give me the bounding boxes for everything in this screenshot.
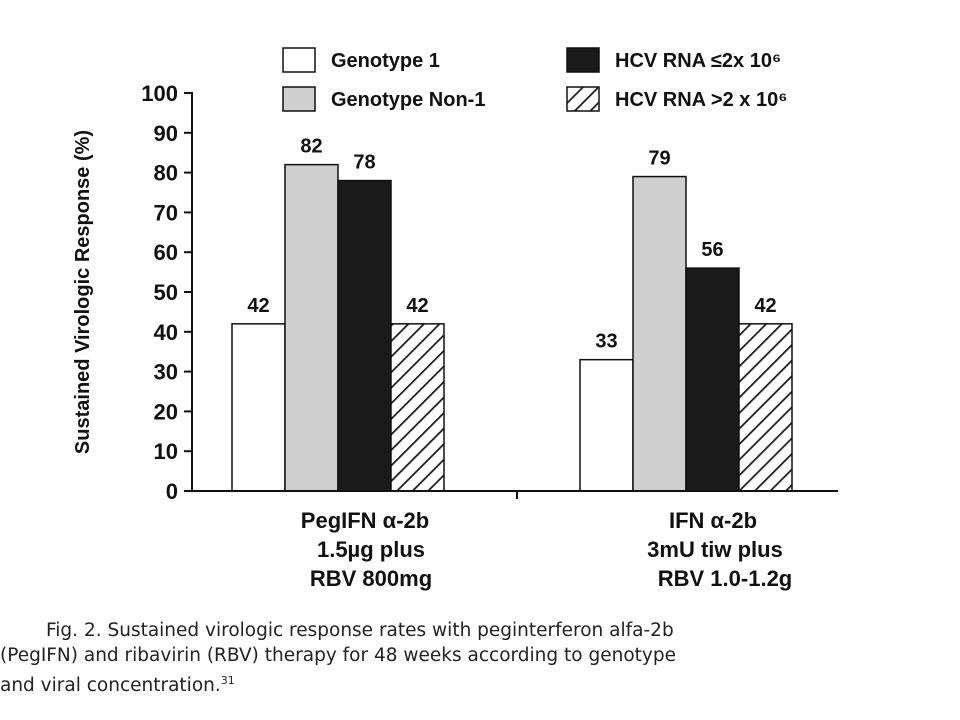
y-tick-label: 60 bbox=[154, 240, 178, 265]
bar-value-label: 79 bbox=[648, 148, 670, 170]
y-tick-label: 30 bbox=[154, 360, 178, 385]
legend-swatch bbox=[282, 47, 316, 73]
bar bbox=[632, 175, 687, 492]
bar bbox=[390, 323, 445, 492]
bar-chart: Genotype 1 Genotype Non-1 HCV RNA ≤2x 10⁶ H… bbox=[72, 47, 838, 591]
y-tick-label: 90 bbox=[154, 121, 178, 146]
x-axis: PegIFN α-2b 1.5µg plus RBV 800mg IFN α-2b 3m… bbox=[192, 490, 838, 591]
legend: Genotype 1 Genotype Non-1 HCV RNA ≤2x 10⁶ H… bbox=[282, 47, 787, 112]
caption-line-3: and viral concentration.31 bbox=[0, 668, 960, 698]
bar-value-label: 42 bbox=[406, 295, 428, 317]
legend-swatch bbox=[566, 86, 600, 112]
y-axis: 0 10 20 30 40 50 60 70 80 90 100 Sustained Virologi… bbox=[72, 81, 193, 504]
y-tick-label: 20 bbox=[154, 399, 178, 424]
bar-value-label: 82 bbox=[300, 136, 322, 158]
bar bbox=[231, 323, 286, 492]
figure-caption: Fig. 2. Sustained virologic response rat… bbox=[0, 618, 960, 698]
caption-reference: 31 bbox=[220, 674, 235, 687]
caption-line-2: (PegIFN) and ribavirin (RBV) therapy for… bbox=[0, 645, 676, 666]
legend-label: HCV RNA >2 x 10⁶ bbox=[615, 89, 787, 111]
y-tick-label: 70 bbox=[154, 200, 178, 225]
bar-value-label: 78 bbox=[353, 152, 375, 174]
bar-value-label: 42 bbox=[247, 295, 269, 317]
bar bbox=[337, 179, 392, 492]
caption-line-3-text: and viral concentration. bbox=[0, 675, 221, 696]
bar bbox=[685, 267, 740, 492]
category-label: IFN α-2b bbox=[669, 508, 757, 533]
legend-label: Genotype 1 bbox=[331, 50, 440, 72]
bar-value-label: 42 bbox=[754, 295, 776, 317]
y-tick-label: 80 bbox=[154, 161, 178, 186]
category-label: RBV 800mg bbox=[310, 566, 432, 591]
y-tick-label: 10 bbox=[154, 439, 178, 464]
bar-value-label: 56 bbox=[701, 239, 723, 261]
y-tick-label: 100 bbox=[141, 81, 178, 106]
bar bbox=[738, 323, 793, 492]
bars: 42 33 82 79 78 56 42 42 bbox=[231, 136, 793, 492]
category-label: PegIFN α-2b bbox=[301, 508, 429, 533]
legend-label: Genotype Non-1 bbox=[331, 89, 485, 111]
y-tick-label: 50 bbox=[154, 280, 178, 305]
bar bbox=[579, 358, 634, 492]
bar bbox=[284, 163, 339, 492]
legend-label: HCV RNA ≤2x 10⁶ bbox=[615, 50, 781, 72]
category-label: 1.5µg plus bbox=[317, 537, 425, 562]
legend-swatch bbox=[282, 86, 316, 112]
legend-swatch bbox=[566, 47, 600, 73]
y-axis-title: Sustained Virologic Response (%) bbox=[72, 130, 94, 454]
y-tick-label: 0 bbox=[166, 479, 178, 504]
bar-value-label: 33 bbox=[595, 331, 617, 353]
category-label: RBV 1.0-1.2g bbox=[658, 566, 793, 591]
caption-line-1: Fig. 2. Sustained virologic response rat… bbox=[46, 620, 674, 641]
y-tick-label: 40 bbox=[154, 320, 178, 345]
category-label: 3mU tiw plus bbox=[647, 537, 783, 562]
